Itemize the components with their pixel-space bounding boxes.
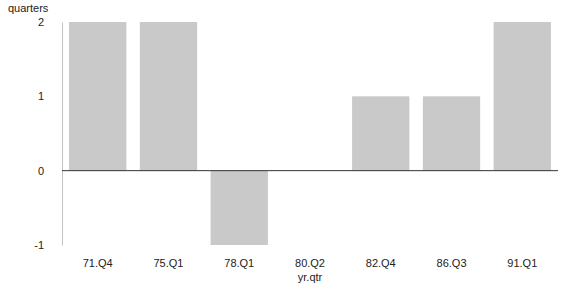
x-tick: 71.Q4 — [83, 253, 113, 269]
y-tick-label: 0 — [38, 165, 44, 177]
plot: 2 1 0 -1 71.Q4 75.Q1 78.Q1 80.Q2 82.Q4 86.Q3 91.Q1 — [34, 16, 558, 269]
bars — [69, 22, 551, 245]
y-tick-label: 2 — [38, 16, 44, 28]
bar — [140, 22, 197, 171]
y-tick: 2 — [38, 16, 62, 28]
chart: 2 1 0 -1 71.Q4 75.Q1 78.Q1 80.Q2 82.Q4 86.Q3 91.Q1… — [0, 0, 586, 301]
y-tick: 0 — [38, 165, 62, 177]
x-axis-title: yr.qtr — [298, 271, 323, 283]
x-tick-label: 82.Q4 — [366, 257, 396, 269]
y-axis: 2 1 0 -1 — [34, 16, 62, 251]
zero-line — [62, 170, 558, 171]
x-tick-label: 78.Q1 — [224, 257, 254, 269]
x-tick: 82.Q4 — [366, 253, 396, 269]
bar — [211, 171, 268, 245]
x-tick: 75.Q1 — [154, 253, 184, 269]
y-tick-label: -1 — [34, 239, 44, 251]
y-tick: -1 — [34, 239, 62, 251]
x-tick-label: 71.Q4 — [83, 257, 113, 269]
bar — [423, 96, 480, 170]
x-tick-label: 80.Q2 — [295, 257, 325, 269]
bar — [69, 22, 126, 171]
x-tick: 91.Q1 — [507, 253, 537, 269]
x-tick: 86.Q3 — [437, 253, 467, 269]
bar — [494, 22, 551, 171]
x-axis: 71.Q4 75.Q1 78.Q1 80.Q2 82.Q4 86.Q3 91.Q1 — [83, 253, 538, 269]
x-tick-label: 86.Q3 — [437, 257, 467, 269]
bar — [352, 96, 409, 170]
x-tick: 78.Q1 — [224, 253, 254, 269]
y-tick: 1 — [38, 90, 62, 102]
x-tick-label: 75.Q1 — [154, 257, 184, 269]
y-axis-title: quarters — [8, 2, 49, 14]
x-tick-label: 91.Q1 — [507, 257, 537, 269]
x-tick: 80.Q2 — [295, 253, 325, 269]
y-axis-line — [62, 23, 63, 246]
y-tick-label: 1 — [38, 90, 44, 102]
